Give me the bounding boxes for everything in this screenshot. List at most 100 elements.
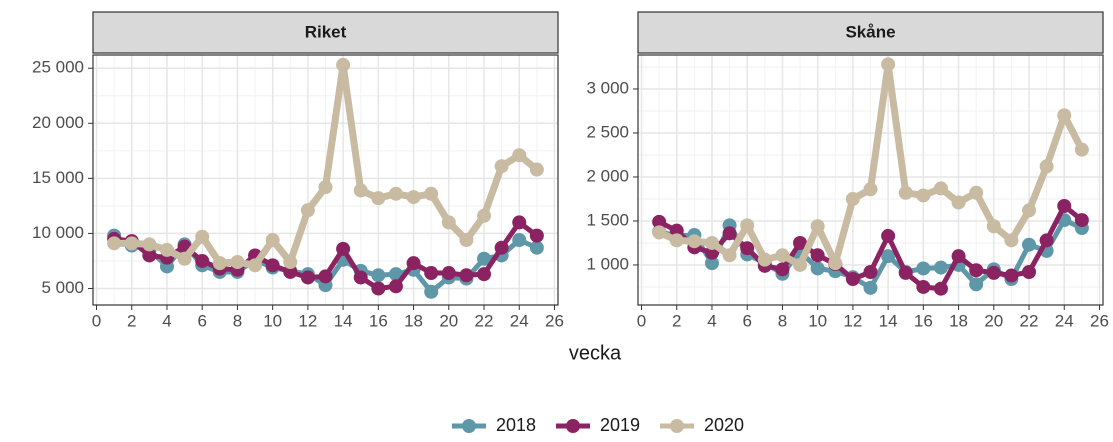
- series-point: [512, 215, 527, 230]
- series-point: [951, 195, 966, 210]
- series-point: [195, 253, 210, 268]
- y-tick-label: 3 000: [586, 78, 629, 97]
- series-point: [177, 251, 192, 266]
- series-point: [1022, 265, 1037, 280]
- series-point: [388, 186, 403, 201]
- series-point: [371, 281, 386, 296]
- series-point: [881, 249, 896, 264]
- series-point: [810, 261, 825, 276]
- x-tick-label: 10: [263, 311, 282, 330]
- series-point: [916, 279, 931, 294]
- series-point: [142, 237, 157, 252]
- x-tick-label: 24: [510, 311, 529, 330]
- series-point: [1074, 142, 1089, 157]
- series-point: [933, 281, 948, 296]
- series-point: [283, 264, 298, 279]
- panel-border: [637, 54, 1104, 306]
- y-tick-label: 2 000: [586, 166, 629, 185]
- series-point: [494, 159, 509, 174]
- series-point: [652, 225, 667, 240]
- series-point: [248, 258, 263, 273]
- series-point: [669, 223, 684, 238]
- series-point: [881, 228, 896, 243]
- series-point: [722, 248, 737, 263]
- series-point: [793, 235, 808, 250]
- series-point: [986, 265, 1001, 280]
- series-point: [424, 186, 439, 201]
- series-point: [283, 255, 298, 270]
- series-point: [916, 188, 931, 203]
- series-point: [406, 256, 421, 271]
- legend-point: [566, 419, 580, 433]
- x-tick-label: 20: [439, 311, 458, 330]
- x-tick-label: 12: [843, 311, 862, 330]
- series-point: [529, 162, 544, 177]
- series-point: [195, 229, 210, 244]
- series-point: [969, 263, 984, 278]
- series-point: [1004, 268, 1019, 283]
- series-point: [863, 265, 878, 280]
- series-point: [477, 251, 492, 266]
- x-tick-label: 2: [127, 311, 136, 330]
- series-point: [477, 267, 492, 282]
- series-point: [669, 233, 684, 248]
- x-tick-label: 6: [742, 311, 751, 330]
- series-point: [371, 191, 386, 206]
- x-tick-label: 0: [637, 311, 646, 330]
- panel-border: [92, 54, 559, 306]
- series-point: [1074, 213, 1089, 228]
- series-point: [898, 185, 913, 200]
- series-point: [441, 215, 456, 230]
- series-point: [336, 57, 351, 72]
- series-point: [388, 279, 403, 294]
- y-tick-label: 20 000: [32, 113, 84, 132]
- series-point: [494, 240, 509, 255]
- series-point: [318, 269, 333, 284]
- x-tick-label: 4: [707, 311, 716, 330]
- series-point: [863, 182, 878, 197]
- series-point: [529, 240, 544, 255]
- series-point: [459, 268, 474, 283]
- series-point: [424, 266, 439, 281]
- series-point: [230, 255, 245, 270]
- y-tick-label: 5 000: [41, 278, 84, 297]
- y-tick-label: 2 500: [586, 122, 629, 141]
- series-point: [810, 219, 825, 234]
- x-tick-label: 16: [914, 311, 933, 330]
- series-point: [969, 277, 984, 292]
- series-point: [300, 270, 315, 285]
- series-point: [441, 266, 456, 281]
- x-tick-label: 8: [778, 311, 787, 330]
- series-point: [1022, 237, 1037, 252]
- series-point: [757, 252, 772, 267]
- series-point: [775, 248, 790, 263]
- series-point: [793, 257, 808, 272]
- y-tick-label: 10 000: [32, 223, 84, 242]
- x-axis-label: vecka: [569, 342, 622, 364]
- legend-label: 2019: [600, 415, 640, 435]
- series-point: [916, 261, 931, 276]
- legend-label: 2020: [704, 415, 744, 435]
- series-point: [406, 190, 421, 205]
- series-point: [1022, 203, 1037, 218]
- series-point: [933, 181, 948, 196]
- x-tick-label: 26: [545, 311, 564, 330]
- x-tick-label: 10: [808, 311, 827, 330]
- series-point: [828, 256, 843, 271]
- series-point: [687, 234, 702, 249]
- series-point: [265, 233, 280, 248]
- x-tick-label: 2: [672, 311, 681, 330]
- series-point: [704, 256, 719, 271]
- series-point: [300, 203, 315, 218]
- x-tick-label: 14: [879, 311, 898, 330]
- panel-title: Riket: [305, 22, 347, 41]
- legend-label: 2018: [496, 415, 536, 435]
- series-point: [898, 265, 913, 280]
- series-point: [881, 57, 896, 72]
- x-tick-label: 24: [1055, 311, 1074, 330]
- x-tick-label: 8: [233, 311, 242, 330]
- x-tick-label: 26: [1090, 311, 1109, 330]
- series-point: [212, 256, 227, 271]
- series-point: [775, 262, 790, 277]
